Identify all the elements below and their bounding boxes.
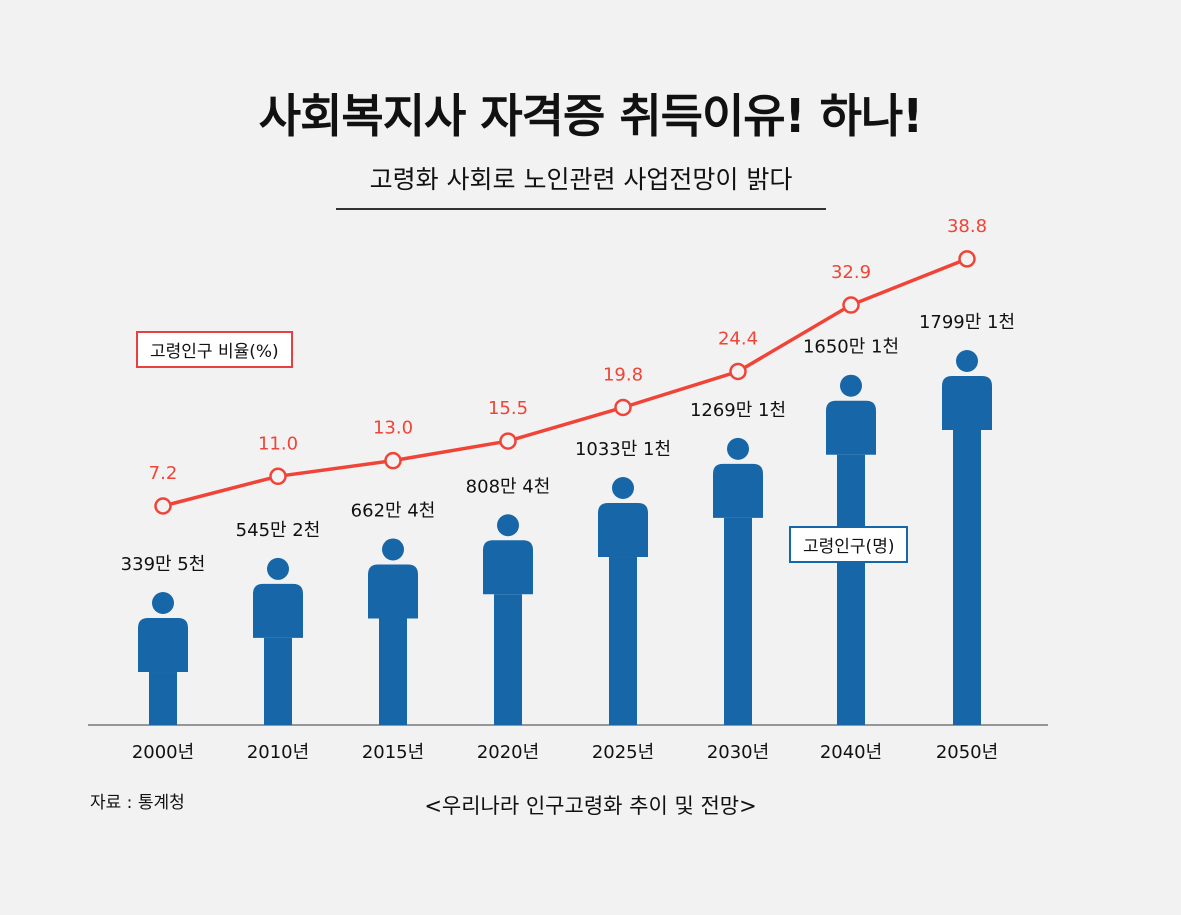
person-bar — [826, 374, 876, 725]
rate-point — [269, 467, 287, 486]
rate-point — [842, 296, 860, 314]
rate-label: 11.0 — [258, 433, 298, 454]
page-subtitle: 고령화 사회로 노인관련 사업전망이 밝다 — [336, 160, 826, 210]
population-label: 808만 4천 — [466, 476, 551, 497]
x-tick-label: 2015년 — [362, 742, 424, 763]
rate-point — [958, 250, 976, 268]
source-note: 자료 : 통계청 — [90, 793, 185, 813]
person-torso — [138, 618, 188, 673]
person-torso — [253, 583, 303, 638]
rate-label: 15.5 — [488, 398, 528, 419]
person-torso — [942, 376, 992, 431]
rate-point — [154, 497, 172, 515]
x-tick-label: 2050년 — [936, 742, 998, 763]
person-legs — [149, 672, 177, 725]
rate-point — [614, 398, 632, 417]
person-torso — [713, 463, 763, 518]
person-head — [497, 514, 519, 537]
legend-rate: 고령인구 비율(%) — [136, 331, 293, 368]
rate-label: 24.4 — [718, 328, 758, 349]
rate-point — [729, 362, 747, 381]
legend-population: 고령인구(명) — [789, 526, 909, 563]
person-head — [727, 437, 749, 460]
x-tick-label: 2025년 — [592, 742, 654, 763]
person-head — [152, 592, 174, 615]
person-bar — [598, 477, 648, 725]
person-bar — [368, 538, 418, 725]
person-bar — [942, 350, 992, 725]
person-legs — [953, 430, 981, 725]
rate-point — [384, 451, 402, 470]
rate-label: 38.8 — [947, 216, 987, 237]
person-torso — [598, 503, 648, 558]
rate-label: 19.8 — [603, 364, 643, 385]
person-legs — [837, 454, 865, 725]
population-label: 1269만 1천 — [690, 400, 786, 421]
x-tick-label: 2040년 — [820, 742, 882, 763]
person-head — [267, 557, 289, 580]
rate-label: 32.9 — [831, 262, 871, 283]
rate-point — [499, 432, 517, 450]
person-head — [382, 538, 404, 561]
person-bar — [713, 437, 763, 725]
population-label: 1650만 1천 — [803, 337, 899, 358]
rate-line — [162, 257, 968, 508]
person-bar — [138, 592, 188, 725]
population-label: 339만 5천 — [121, 554, 206, 575]
x-tick-label: 2000년 — [132, 742, 194, 763]
population-label: 1799만 1천 — [919, 312, 1015, 333]
chart-caption: <우리나라 인구고령화 추이 및 전망> — [424, 794, 757, 818]
page-title: 사회복지사 자격증 취득이유! 하나! — [258, 89, 923, 143]
person-torso — [368, 564, 418, 619]
person-head — [612, 477, 634, 500]
person-legs — [724, 517, 752, 725]
person-legs — [609, 557, 637, 725]
population-label: 545만 2천 — [236, 520, 321, 541]
person-legs — [494, 594, 522, 725]
person-head — [956, 350, 978, 373]
person-head — [840, 374, 862, 397]
population-label: 1033만 1천 — [575, 439, 671, 460]
x-tick-label: 2030년 — [707, 742, 769, 763]
x-tick-label: 2010년 — [247, 742, 309, 763]
person-legs — [264, 637, 292, 725]
person-bar — [253, 557, 303, 725]
rate-label: 7.2 — [149, 463, 178, 484]
rate-label: 13.0 — [373, 418, 413, 439]
person-legs — [379, 618, 407, 725]
person-torso — [483, 540, 533, 595]
population-label: 662만 4천 — [351, 500, 436, 521]
x-tick-label: 2020년 — [477, 742, 539, 763]
person-torso — [826, 400, 876, 455]
person-bar — [483, 514, 533, 725]
